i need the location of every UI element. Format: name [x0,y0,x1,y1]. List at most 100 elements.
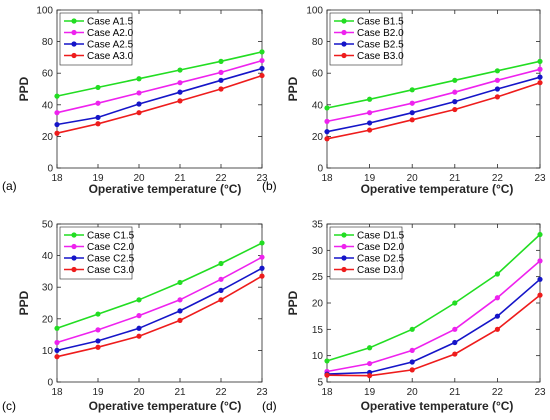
legend-marker [71,232,77,238]
data-point [367,345,373,351]
data-point [177,279,183,286]
data-point [95,100,101,106]
y-tick-label: 20 [312,132,324,143]
data-point [218,86,224,92]
x-tick-label: 22 [492,387,504,398]
chart-panel-4: 5 10 15 20 25 30 35 18 19 20 21 22 23 Operative tempe… [262,220,546,414]
panel-label: (d) [262,399,277,413]
series-line [56,267,263,352]
data-point [259,72,265,79]
data-point [494,94,500,100]
x-tick-label: 21 [449,387,461,398]
legend-label: Case C1.5 [87,231,135,242]
y-tick-label: 80 [312,37,324,48]
legend-marker [71,52,77,59]
legend-marker [71,41,77,47]
data-point [259,57,265,64]
series-line [326,294,541,377]
legend-label: Case B2.5 [357,40,404,51]
legend-label: Case B1.5 [357,17,404,28]
series-line [56,59,263,114]
y-tick-label: 0 [317,164,323,175]
x-tick-label: 21 [174,173,186,184]
data-point [177,67,183,73]
data-point [95,84,101,91]
legend-marker [341,29,347,36]
chart-panel-2: 0 20 40 60 80 100 18 19 20 21 22 23 Operative temper… [262,6,546,197]
y-tick-label: 30 [42,283,54,294]
data-point [177,308,183,314]
series-line [326,68,541,123]
data-point [136,90,142,96]
series-line [326,278,541,375]
data-point [324,372,330,378]
series-line [56,275,263,358]
x-tick-label: 19 [364,387,376,398]
y-tick-label: 5 [317,378,323,389]
data-point [452,99,458,105]
data-point [409,100,415,106]
legend-marker [71,18,77,24]
x-tick-label: 22 [492,173,504,184]
x-tick-label: 21 [449,173,461,184]
data-point [259,273,265,279]
data-point [537,58,543,64]
x-tick-label: 18 [51,173,63,184]
data-point [367,120,373,126]
x-tick-label: 19 [92,387,104,398]
data-point [54,110,60,116]
y-tick-label: 20 [42,314,54,325]
data-point [409,117,415,123]
data-point [452,326,458,332]
legend-marker [71,243,77,250]
series-line [56,256,263,344]
data-point [409,359,415,365]
data-point [494,271,500,277]
data-point [324,129,330,135]
data-point [537,74,543,80]
series-line [326,233,541,362]
data-point [177,89,183,95]
data-point [54,354,60,360]
data-point [409,87,415,93]
data-point [259,65,265,72]
y-tick-label: 30 [312,246,324,257]
y-tick-label: 40 [42,251,54,262]
data-point [452,300,458,306]
data-point [494,86,500,92]
data-point [452,77,458,83]
x-axis-label: Operative temperature (°C) [89,399,242,413]
data-point [136,313,142,319]
data-point [136,325,142,331]
x-tick-label: 22 [215,387,227,398]
data-point [324,105,330,111]
data-point [218,58,224,64]
x-tick-label: 22 [215,173,227,184]
chart-panel-1: 0 20 40 60 80 100 18 19 20 21 22 23 Operative temper… [2,6,268,197]
data-point [95,121,101,127]
x-axis-label: Operative temperature (°C) [361,399,514,413]
y-tick-label: 10 [42,346,54,357]
data-point [54,130,60,136]
legend-label: Case C2.5 [87,254,135,265]
data-point [259,265,265,271]
x-tick-label: 18 [321,173,333,184]
y-tick-label: 50 [42,220,54,231]
data-point [136,76,142,82]
data-point [95,114,101,121]
legend-marker [341,41,347,47]
x-tick-label: 20 [133,173,145,184]
data-point [537,80,543,86]
data-point [95,338,101,344]
data-point [537,292,543,298]
data-point [537,66,543,72]
legend-label: Case A2.0 [87,28,134,39]
x-tick-label: 20 [133,387,145,398]
legend-label: Case A3.0 [87,51,134,62]
data-point [218,260,224,267]
y-tick-label: 15 [312,325,324,336]
